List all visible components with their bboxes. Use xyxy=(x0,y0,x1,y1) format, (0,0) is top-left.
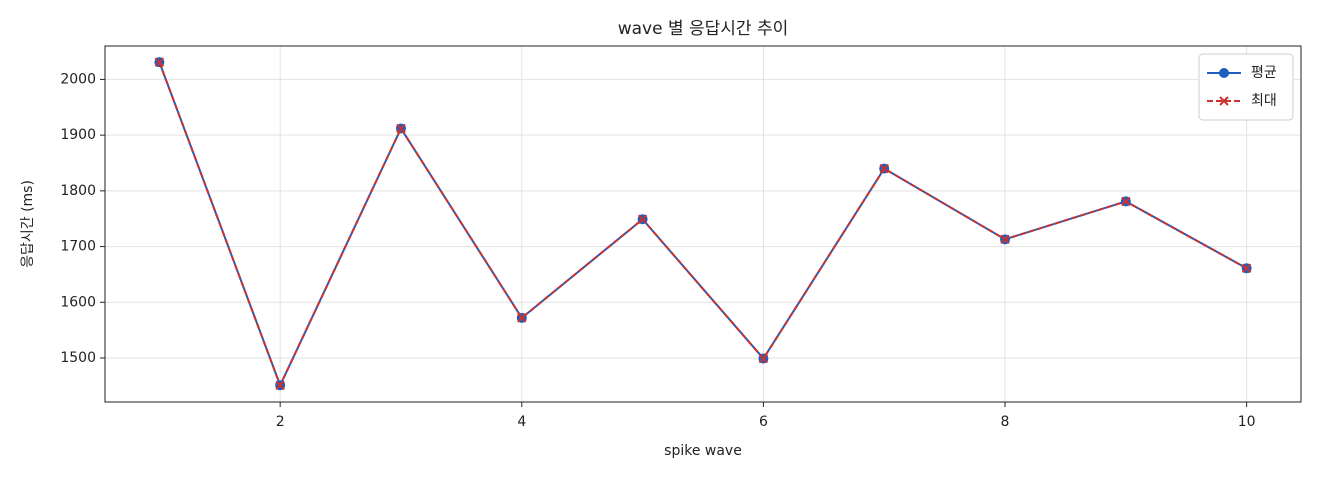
point xyxy=(154,57,165,67)
point xyxy=(1000,234,1010,245)
point xyxy=(879,163,889,174)
y-axis-label: 응답시간 (ms) xyxy=(20,180,36,268)
point xyxy=(1121,196,1131,207)
y-tick-label: 1800 xyxy=(60,183,96,199)
point xyxy=(758,353,769,364)
point xyxy=(275,380,285,390)
x-tick-label: 10 xyxy=(1238,414,1256,430)
legend-marker xyxy=(1219,68,1229,78)
legend-box xyxy=(1198,53,1294,121)
y-tick-label: 1500 xyxy=(60,350,96,366)
x-axis-label: spike wave xyxy=(664,443,742,459)
y-tick-label: 1600 xyxy=(60,294,96,310)
point xyxy=(517,313,527,323)
x-tick-label: 2 xyxy=(276,414,285,430)
y-tick-label: 1700 xyxy=(60,239,96,255)
x-tick-label: 6 xyxy=(759,414,768,430)
y-tick-label: 2000 xyxy=(60,71,96,87)
legend-marker xyxy=(1219,96,1229,106)
series-line xyxy=(158,61,1248,388)
point xyxy=(637,214,648,224)
x-tick-label: 4 xyxy=(517,414,526,430)
legend-label: 평균 xyxy=(1251,65,1277,81)
legend-label: 최대 xyxy=(1251,93,1277,109)
y-tick-label: 1900 xyxy=(60,127,96,143)
plot-frame xyxy=(104,45,1302,403)
point xyxy=(396,123,406,134)
x-tick-label: 8 xyxy=(1001,414,1010,430)
point xyxy=(1241,263,1252,273)
series-line xyxy=(158,61,1248,388)
chart-title: wave 별 응답시간 추이 xyxy=(618,19,789,39)
